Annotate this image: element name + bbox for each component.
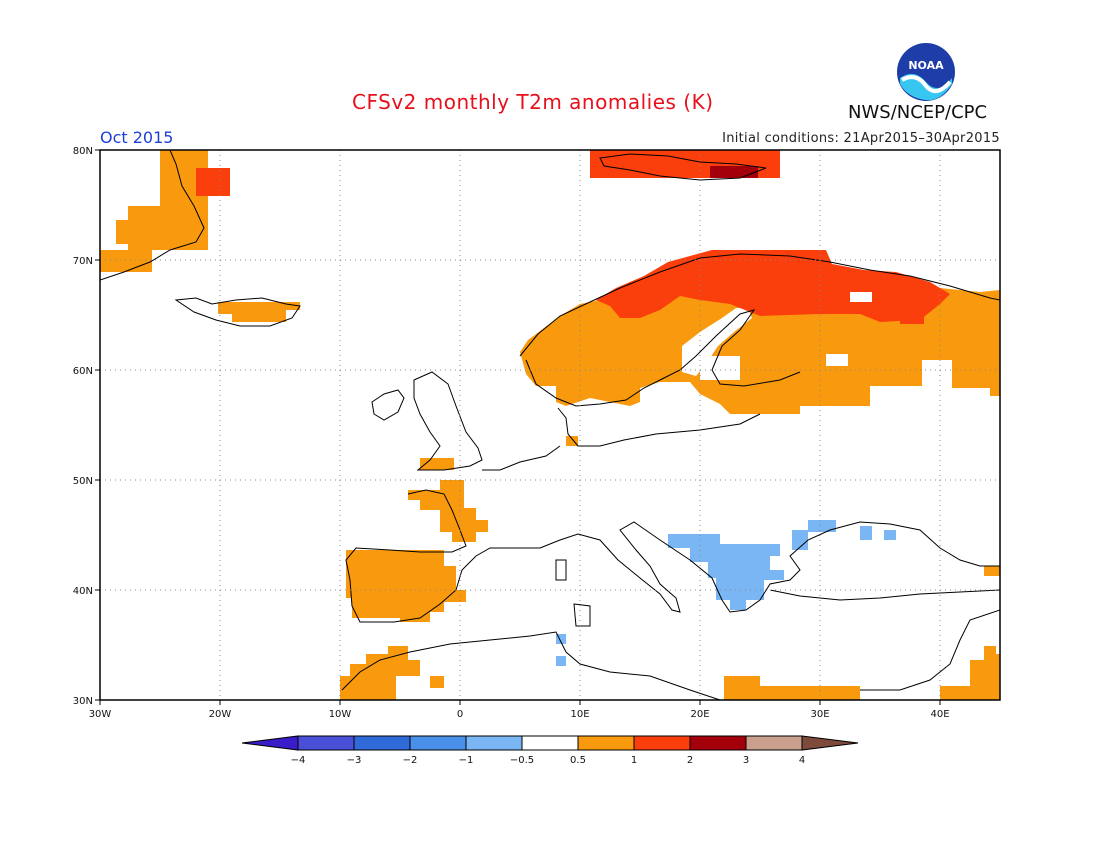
colorbar-segment: [633, 735, 691, 751]
lon-label: 10E: [570, 709, 589, 720]
anomaly-region-denmark: [566, 436, 578, 446]
colorbar-segment: [353, 735, 411, 751]
anomaly-region-algeria-spot: [430, 676, 444, 688]
colorbar-segment: [577, 735, 635, 751]
colorbar-tick-label: 2: [687, 755, 693, 766]
coastline-ireland: [371, 389, 405, 421]
anomaly-cutout-baltic: [682, 308, 752, 376]
anomaly-region-romania-cold: [792, 530, 808, 550]
coastline-turkey: [769, 589, 1000, 601]
anomaly-region-caucasus-cold: [884, 530, 896, 540]
colorbar-segment: [521, 735, 579, 751]
coastline-britain: [413, 371, 483, 471]
colorbar-right-arrow: [801, 735, 859, 751]
colorbar-tick-label: 3: [743, 755, 749, 766]
anomaly-shading: [100, 150, 1000, 700]
coastline-greenland: [100, 150, 205, 281]
map-frame: [99, 149, 1001, 701]
coastline-north-germany: [557, 407, 761, 447]
anomaly-cutout-ladoga: [826, 354, 848, 366]
colorbar-tick-label: 1: [631, 755, 637, 766]
coastlines: [100, 150, 1000, 700]
anomaly-region-middle-east: [940, 646, 1000, 700]
anomaly-cutout-white-sea: [850, 292, 872, 302]
anomaly-region-greenland-warm: [196, 168, 230, 196]
lat-label: 70N: [73, 256, 93, 267]
anomaly-region-france: [408, 480, 488, 542]
anomaly-region-libya: [724, 676, 860, 700]
lon-label: 30E: [810, 709, 829, 720]
anomaly-region-caspian: [984, 566, 1000, 576]
colorbar-tick-label: −3: [347, 755, 362, 766]
anomaly-region-tunisia-cold: [556, 634, 566, 644]
lat-label: 60N: [73, 366, 93, 377]
anomaly-region-svalbard-strong: [710, 166, 758, 178]
anomaly-region-greenland: [100, 150, 208, 272]
coastline-low-countries: [482, 445, 561, 471]
coastline-france-iberia: [345, 489, 540, 623]
gridlines: [100, 150, 1000, 700]
coastline-sardinia-corsica: [555, 559, 591, 627]
anomaly-cutout-gulf: [700, 356, 740, 380]
coastline-italy-balkans: [539, 521, 1000, 613]
noaa-logo-text: NOAA: [908, 59, 944, 72]
anomaly-region-lapland: [596, 250, 950, 322]
lon-label: 30W: [89, 709, 112, 720]
colorbar-tick-label: 4: [799, 755, 805, 766]
colorbar: −4 −3 −2 −1 −0.5 0.5 1 2 3 4: [241, 735, 859, 766]
lat-label: 50N: [73, 476, 93, 487]
anomaly-region-iceland: [218, 302, 300, 322]
coastline-levant: [860, 609, 1000, 691]
lon-label: 10W: [329, 709, 352, 720]
coastline-norway-barents: [519, 253, 1000, 357]
anomaly-region-blacksea-cold: [860, 526, 872, 540]
anomaly-region-balkans-cold: [668, 534, 784, 610]
map-axes: 80N 70N 60N 50N 40N 30N 30W 20W 10W 0 10E 20E 30E 40E: [73, 146, 950, 720]
colorbar-tick-label: 0.5: [570, 755, 586, 766]
lat-label: 40N: [73, 586, 93, 597]
colorbar-tick-label: −2: [403, 755, 418, 766]
anomaly-region-tunisia-cold-2: [556, 656, 566, 666]
coastline-north-africa: [341, 631, 721, 700]
lat-label: 30N: [73, 696, 93, 707]
colorbar-tick-label: −1: [459, 755, 474, 766]
colorbar-segment: [297, 735, 355, 751]
colorbar-tick-label: −0.5: [510, 755, 534, 766]
colorbar-segment: [689, 735, 747, 751]
colorbar-tick-label: −4: [291, 755, 306, 766]
lon-label: 40E: [930, 709, 949, 720]
initial-conditions-label: Initial conditions: 21Apr2015–30Apr2015: [722, 131, 1000, 146]
noaa-logo-icon: NOAA: [897, 43, 955, 101]
anomaly-region-iberia: [346, 550, 466, 622]
colorbar-left-arrow: [241, 735, 299, 751]
colorbar-segment: [409, 735, 467, 751]
colorbar-segment: [745, 735, 803, 751]
anomaly-region-morocco: [340, 646, 420, 700]
map-title: CFSv2 monthly T2m anomalies (K): [352, 90, 714, 114]
anomaly-region-ukraine-cold: [808, 520, 836, 532]
lat-label: 80N: [73, 146, 93, 157]
lon-label: 20E: [690, 709, 709, 720]
lon-label: 0: [457, 709, 463, 720]
forecast-month-label: Oct 2015: [100, 128, 174, 147]
coastline-iceland: [174, 297, 301, 327]
agency-label: NWS/NCEP/CPC: [848, 102, 988, 123]
coastline-svalbard: [599, 153, 767, 181]
colorbar-segment: [465, 735, 523, 751]
anomaly-region-kola: [900, 314, 924, 324]
lon-label: 20W: [209, 709, 232, 720]
